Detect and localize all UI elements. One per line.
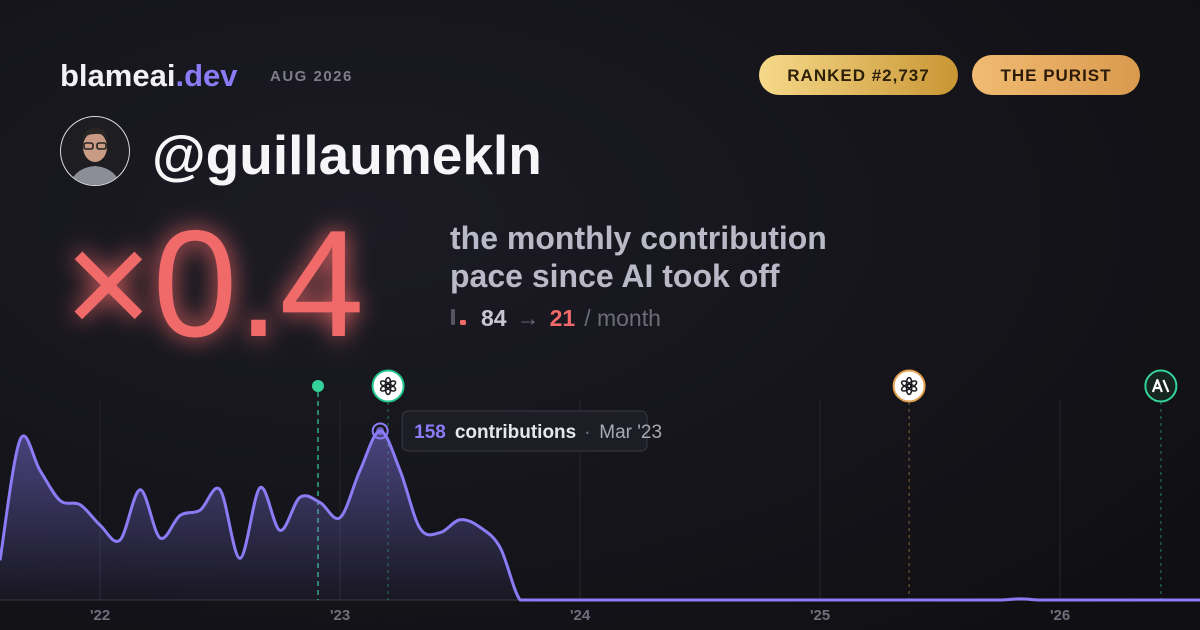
tooltip-date: Mar '23 [599, 422, 662, 443]
tooltip-label: contributions [455, 422, 576, 443]
rank-badge [759, 55, 958, 95]
tooltip-separator: · [585, 425, 590, 442]
persona-badge-text: THE PURIST [1000, 66, 1111, 85]
event-icon [371, 369, 405, 403]
pace-before: 84 [481, 305, 507, 331]
event-marker [892, 369, 926, 600]
event-icon-glyph [1151, 378, 1170, 393]
x-tick-label: '24 [570, 607, 591, 624]
area-fill [0, 430, 1200, 600]
pace-unit: / month [584, 305, 661, 331]
brand: blameai.dev [60, 58, 238, 93]
pace-arrow: → [517, 305, 540, 331]
event-dot [312, 380, 324, 392]
area-line [0, 429, 1200, 602]
tooltip: 158 contributions · Mar '23 [401, 410, 662, 452]
multiplier: ×0.4 [64, 199, 364, 369]
persona-badge [972, 55, 1140, 95]
highlight-point-core [376, 426, 385, 435]
event-icon [1144, 369, 1178, 403]
x-tick-label: '26 [1050, 607, 1070, 624]
pace-icon-bar [451, 309, 455, 325]
chart: '22 '23 '24 '25 '26 158 contributions · Mar '23 [0, 369, 1200, 624]
brand-name: blameai [60, 58, 175, 93]
rank-badge-text: RANKED #2,737 [787, 66, 929, 85]
event-icon [892, 369, 926, 403]
event-marker [1144, 369, 1178, 600]
tooltip-value: 158 [414, 422, 446, 443]
period: AUG 2026 [270, 68, 353, 85]
pace-row: 84 → 21 / month [481, 305, 661, 331]
caption-line: pace since AI took off [450, 258, 780, 294]
pace-after: 21 [550, 305, 576, 331]
event-icon-petal [379, 380, 391, 389]
tooltip-box [401, 410, 648, 452]
tooltip-text: 158 contributions · Mar '23 [414, 422, 662, 443]
handle: @guillaumekln [152, 124, 542, 186]
x-tick-label: '23 [330, 607, 350, 624]
brand-suffix: .dev [175, 58, 238, 93]
event-icon-petal [900, 380, 912, 389]
x-tick-label: '25 [810, 607, 830, 624]
highlight-point [371, 422, 389, 440]
x-tick-label: '22 [90, 607, 110, 624]
caption-line: the monthly contribution [450, 220, 827, 256]
pace-icon-bar [460, 320, 466, 325]
